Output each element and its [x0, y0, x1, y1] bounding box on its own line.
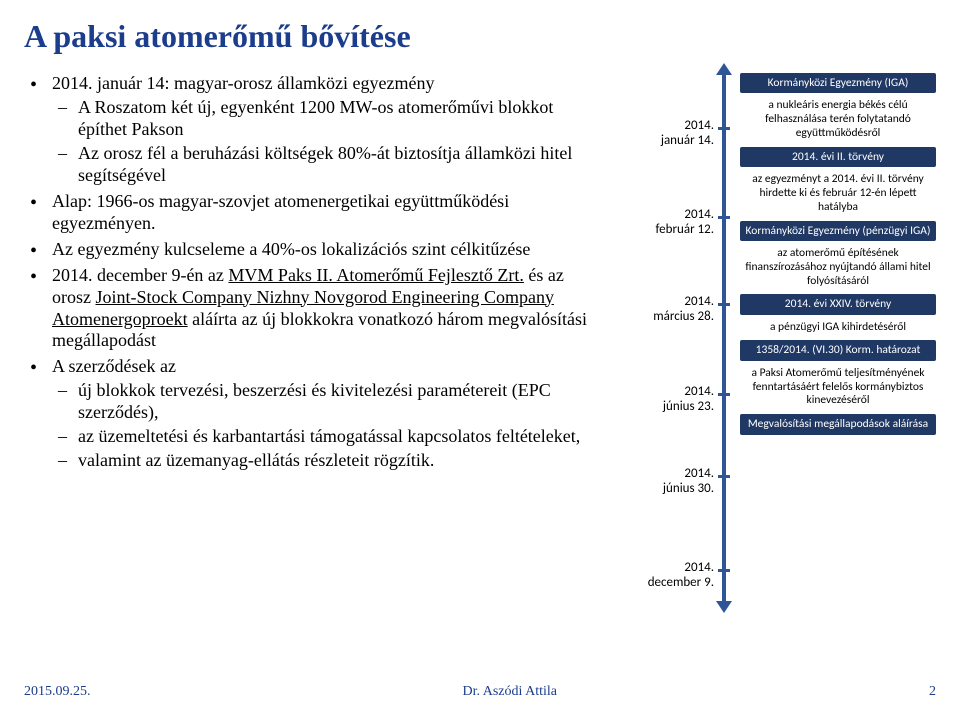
arrow-up-icon — [716, 63, 732, 75]
timeline-events: Kormányközi Egyezmény (IGA) a nukleáris e… — [740, 73, 936, 603]
bullet-list: 2014. január 14: magyar-orosz államközi … — [24, 73, 604, 603]
event-box: 2014. évi II. törvény — [740, 147, 936, 167]
event-description: a pénzügyi IGA kihirdetéséről — [740, 320, 936, 336]
slide: A paksi atomerőmű bővítése 2014. január … — [0, 0, 960, 710]
timeline-tick — [718, 475, 730, 478]
timeline-panel: 2014.január 14. 2014.február 12. 2014.márc… — [622, 73, 936, 603]
timeline-tick — [718, 303, 730, 306]
text: 2014. január 14: magyar-orosz államközi … — [52, 73, 435, 93]
event-box: 2014. évi XXIV. törvény — [740, 294, 936, 314]
list-item: 2014. december 9-én az MVM Paks II. Atom… — [24, 265, 604, 353]
list-item: Az egyezmény kulcseleme a 40%-os lokaliz… — [24, 239, 604, 261]
timeline-axis — [722, 73, 726, 603]
footer: 2015.09.25. Dr. Aszódi Attila 2 — [24, 684, 936, 700]
event-box: Megvalósítási megállapodások aláírása — [740, 414, 936, 434]
timeline-tick — [718, 569, 730, 572]
list-item: Alap: 1966-os magyar-szovjet atomenerget… — [24, 191, 604, 235]
underlined-text: MVM Paks II. Atomerőmű Fejlesztő Zrt. — [228, 265, 523, 285]
timeline-date: 2014.február 12. — [656, 208, 714, 238]
arrow-down-icon — [716, 601, 732, 613]
event-description: az atomerőmű építésének finanszírozásáho… — [740, 246, 936, 289]
timeline-tick — [718, 216, 730, 219]
timeline-date: 2014.június 30. — [663, 467, 714, 497]
event-description: az egyezményt a 2014. évi II. törvény hi… — [740, 172, 936, 215]
timeline-date: 2014.december 9. — [648, 561, 714, 591]
list-item: 2014. január 14: magyar-orosz államközi … — [24, 73, 604, 187]
timeline-date: 2014.január 14. — [661, 119, 714, 149]
timeline-date: 2014.június 23. — [663, 385, 714, 415]
list-item: az üzemeltetési és karbantartási támogat… — [52, 426, 604, 448]
list-item: új blokkok tervezési, beszerzési és kivi… — [52, 380, 604, 424]
footer-author: Dr. Aszódi Attila — [463, 684, 558, 700]
list-item: Az orosz fél a beruházási költségek 80%-… — [52, 143, 604, 187]
timeline-tick — [718, 393, 730, 396]
list-item: A Roszatom két új, egyenként 1200 MW-os … — [52, 97, 604, 141]
event-description: a nukleáris energia békés célú felhaszná… — [740, 98, 936, 141]
main-content: 2014. január 14: magyar-orosz államközi … — [24, 73, 936, 603]
list-item: valamint az üzemanyag-ellátás részleteit… — [52, 450, 604, 472]
list-item: A szerződések az új blokkok tervezési, b… — [24, 356, 604, 472]
timeline-dates: 2014.január 14. 2014.február 12. 2014.márc… — [622, 73, 714, 603]
timeline-tick — [718, 127, 730, 130]
timeline-date: 2014.március 28. — [653, 295, 714, 325]
event-box: Kormányközi Egyezmény (IGA) — [740, 73, 936, 93]
event-description: a Paksi Atomerőmű teljesítményének fennt… — [740, 366, 936, 409]
text: 2014. december 9-én az — [52, 265, 228, 285]
page-title: A paksi atomerőmű bővítése — [24, 18, 936, 55]
event-box: 1358/2014. (VI.30) Korm. határozat — [740, 340, 936, 360]
footer-page: 2 — [929, 684, 936, 700]
footer-date: 2015.09.25. — [24, 684, 91, 700]
text: A szerződések az — [52, 356, 176, 376]
event-box: Kormányközi Egyezmény (pénzügyi IGA) — [740, 221, 936, 241]
